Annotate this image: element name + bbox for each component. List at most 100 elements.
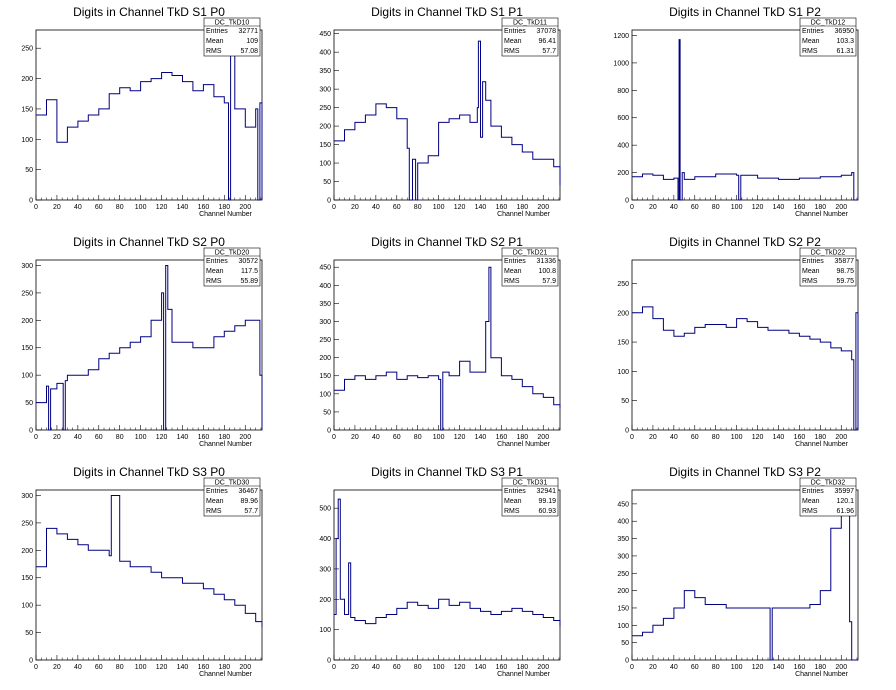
stats-name: DC_TkD21 [513, 250, 548, 257]
stats-value: 31336 [537, 258, 557, 265]
stats-key: Mean [504, 38, 522, 45]
stats-box-frame [203, 247, 261, 287]
stats-value: 120.1 [836, 498, 854, 505]
x-tick-label: 40 [372, 204, 380, 211]
y-tick-label: 400 [319, 50, 331, 57]
stats-value: 103.3 [836, 38, 854, 45]
x-tick-label: 180 [814, 434, 826, 441]
stats-key: Entries [504, 488, 526, 495]
y-tick-label: 150 [319, 373, 331, 380]
x-tick-label: 160 [198, 434, 210, 441]
stats-value: 57.9 [542, 278, 556, 285]
x-tick-label: 120 [454, 204, 466, 211]
histogram-line [632, 306, 859, 431]
histogram-line [36, 495, 263, 628]
y-tick-label: 450 [319, 265, 331, 272]
x-tick-label: 80 [116, 664, 124, 671]
stats-name: DC_TkD32 [811, 480, 846, 487]
chart-title: Digits in Channel TkD S3 P1 [371, 465, 523, 479]
y-tick-label: 100 [21, 137, 33, 144]
y-tick-label: 200 [21, 548, 33, 555]
y-tick-label: 300 [617, 553, 629, 560]
x-tick-label: 20 [649, 664, 657, 671]
x-tick-label: 0 [34, 204, 38, 211]
y-tick-label: 150 [21, 345, 33, 352]
x-tick-label: 140 [177, 664, 189, 671]
x-tick-label: 200 [537, 664, 549, 671]
y-tick-label: 400 [617, 143, 629, 150]
stats-value: 36467 [239, 488, 259, 495]
stats-value: 60.93 [538, 508, 556, 515]
x-tick-label: 120 [156, 434, 168, 441]
x-tick-label: 160 [794, 664, 806, 671]
y-tick-label: 50 [323, 409, 331, 416]
x-tick-label: 100 [433, 434, 445, 441]
x-tick-label: 80 [414, 204, 422, 211]
x-axis-label: Channel Number [795, 211, 849, 218]
stats-key: Mean [206, 268, 224, 275]
histogram-line [334, 266, 561, 431]
histogram-line [334, 498, 561, 627]
x-tick-label: 40 [74, 664, 82, 671]
x-tick-label: 180 [516, 204, 528, 211]
plot-frame [631, 29, 859, 201]
y-tick-label: 100 [319, 627, 331, 634]
y-tick-label: 250 [21, 46, 33, 53]
x-tick-label: 40 [670, 204, 678, 211]
plot-frame [631, 489, 859, 661]
stats-value: 37078 [537, 28, 557, 35]
histogram-line [334, 40, 561, 201]
chart-title: Digits in Channel TkD S1 P2 [669, 5, 821, 19]
x-tick-label: 100 [433, 204, 445, 211]
x-tick-label: 20 [53, 204, 61, 211]
stats-box-frame [501, 247, 559, 287]
x-tick-label: 0 [332, 204, 336, 211]
stats-box-frame [799, 247, 857, 287]
x-tick-label: 80 [712, 204, 720, 211]
stats-value: 98.75 [836, 268, 854, 275]
x-tick-label: 100 [731, 434, 743, 441]
histogram-panel: Digits in Channel TkD S2 P20501001502002… [617, 235, 859, 448]
y-tick-label: 50 [621, 398, 629, 405]
x-tick-label: 0 [34, 664, 38, 671]
y-tick-label: 100 [21, 373, 33, 380]
y-tick-label: 0 [327, 198, 331, 205]
stats-name: DC_TkD31 [513, 480, 548, 487]
x-tick-label: 120 [156, 664, 168, 671]
y-tick-label: 0 [29, 198, 33, 205]
stats-key: Mean [206, 38, 224, 45]
y-tick-label: 200 [319, 124, 331, 131]
y-tick-label: 400 [617, 519, 629, 526]
y-tick-label: 150 [617, 340, 629, 347]
plot-frame [35, 489, 263, 661]
y-tick-label: 250 [319, 105, 331, 112]
x-tick-label: 0 [332, 434, 336, 441]
y-tick-label: 200 [617, 588, 629, 595]
chart-title: Digits in Channel TkD S2 P1 [371, 235, 523, 249]
y-tick-label: 300 [319, 87, 331, 94]
y-tick-label: 300 [319, 566, 331, 573]
x-tick-label: 0 [630, 664, 634, 671]
x-tick-label: 60 [95, 204, 103, 211]
x-tick-label: 160 [198, 204, 210, 211]
y-tick-label: 100 [319, 161, 331, 168]
stats-key: RMS [504, 48, 520, 55]
x-tick-label: 0 [630, 204, 634, 211]
stats-key: Entries [504, 28, 526, 35]
y-tick-label: 250 [617, 571, 629, 578]
stats-key: Mean [504, 268, 522, 275]
y-tick-label: 250 [21, 520, 33, 527]
y-tick-label: 50 [25, 167, 33, 174]
stats-value: 59.75 [836, 278, 854, 285]
x-tick-label: 60 [691, 664, 699, 671]
chart-title: Digits in Channel TkD S3 P2 [669, 465, 821, 479]
x-axis-label: Channel Number [199, 211, 253, 218]
y-tick-label: 600 [617, 115, 629, 122]
y-tick-label: 200 [319, 597, 331, 604]
stats-box-frame [501, 17, 559, 57]
y-tick-label: 150 [21, 106, 33, 113]
x-tick-label: 200 [239, 664, 251, 671]
